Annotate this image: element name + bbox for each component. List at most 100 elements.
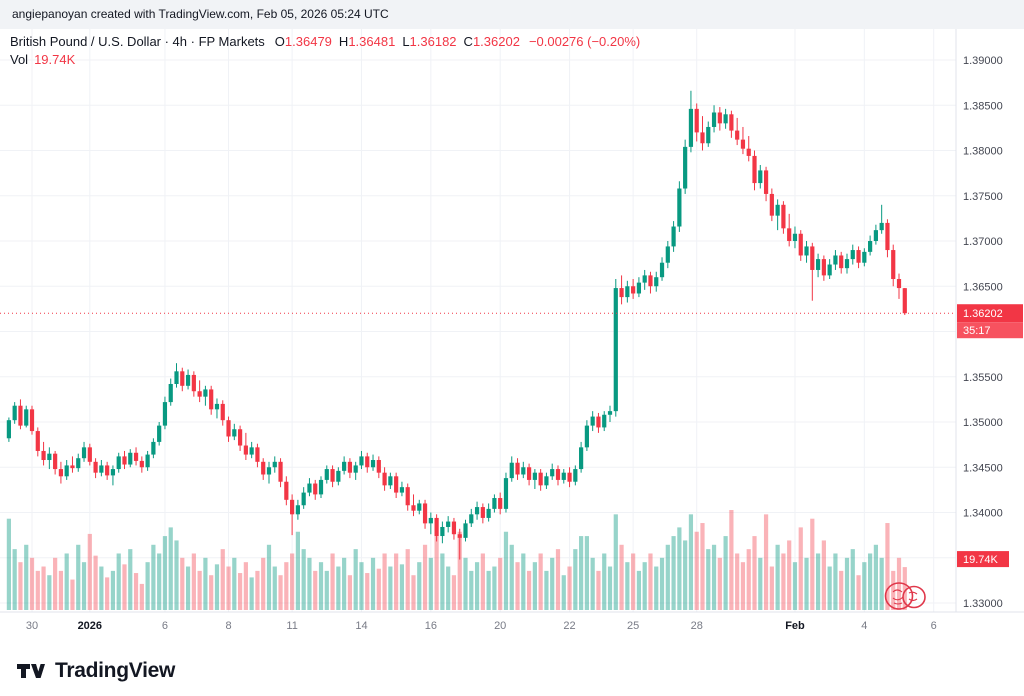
volume-bar — [290, 553, 295, 610]
candle-body — [301, 492, 306, 506]
time-axis-label[interactable]: 25 — [627, 620, 639, 632]
time-axis-label[interactable]: 8 — [225, 620, 231, 632]
candle-body — [515, 462, 520, 475]
candle-body — [6, 420, 11, 439]
candle-body — [538, 472, 543, 486]
time-axis-label[interactable]: 20 — [494, 620, 506, 632]
price-axis-label[interactable]: 1.35000 — [963, 417, 1003, 429]
price-axis-label[interactable]: 1.34500 — [963, 462, 1003, 474]
candle-body — [613, 288, 618, 412]
tradingview-wordmark[interactable]: TradingView — [55, 658, 176, 682]
candle-body — [891, 250, 896, 280]
volume-bar — [272, 566, 277, 610]
volume-bar — [365, 573, 370, 610]
candle-body — [284, 481, 289, 500]
candle-body — [486, 508, 491, 518]
time-axis-label[interactable]: 16 — [425, 620, 437, 632]
time-axis-label[interactable]: 2026 — [78, 620, 102, 632]
volume-bar — [295, 531, 300, 610]
volume-bar — [735, 553, 740, 610]
volume-bar — [359, 562, 364, 610]
volume-bar — [561, 575, 566, 610]
price-axis-label[interactable]: 1.37000 — [963, 236, 1003, 248]
candle-body — [902, 288, 907, 314]
candle-body — [220, 403, 225, 421]
volume-bar — [399, 564, 405, 610]
candle-body — [70, 465, 75, 469]
volume-bar — [648, 553, 653, 610]
candle-body — [151, 441, 156, 455]
tradingview-logo-icon[interactable] — [16, 658, 46, 684]
price-axis-label[interactable]: 1.38000 — [963, 146, 1003, 158]
volume-bar — [503, 531, 509, 610]
time-axis-label[interactable]: 28 — [691, 620, 703, 632]
candle-body — [474, 507, 480, 515]
candle-body — [399, 487, 405, 493]
volume-bar — [839, 570, 844, 610]
volume-bar — [428, 557, 433, 610]
time-axis-label[interactable]: 11 — [286, 620, 297, 632]
price-axis-label[interactable]: 1.38500 — [963, 100, 1003, 112]
volume-bar — [174, 540, 179, 610]
candle-body — [596, 416, 601, 428]
time-axis-label[interactable]: 6 — [931, 620, 937, 632]
time-axis-label[interactable]: 22 — [563, 620, 575, 632]
volume-bar — [53, 557, 58, 610]
candle-body — [775, 204, 780, 216]
price-axis-label[interactable]: 1.34000 — [963, 508, 1003, 520]
volume-bar — [550, 557, 555, 610]
svg-text:19.74K: 19.74K — [963, 554, 999, 566]
volume-bar — [41, 566, 46, 610]
volume-bar — [197, 570, 202, 610]
candle-body — [139, 460, 144, 468]
volume-bar — [769, 566, 774, 610]
candle-body — [295, 505, 300, 515]
candle-body — [145, 454, 150, 468]
time-axis-label[interactable]: 6 — [162, 620, 168, 632]
volume-bar — [555, 549, 561, 610]
price-chart-canvas[interactable]: 30 2026 6 8 11 14 16 20 22 25 28 Feb 4 6 1.39000 1.3850… — [0, 29, 1024, 645]
candle-body — [168, 383, 173, 403]
countdown-badge — [957, 322, 1023, 339]
candle-body — [203, 389, 208, 397]
candle-body — [625, 286, 630, 298]
candle-body — [665, 246, 670, 263]
price-axis-label[interactable]: 1.33000 — [963, 598, 1003, 610]
candle-body — [850, 250, 855, 260]
volume-bar — [255, 570, 260, 610]
volume-bar — [151, 544, 156, 610]
ohlc-open-label: O — [274, 34, 285, 49]
time-axis-label[interactable]: 14 — [355, 620, 367, 632]
axes-layer[interactable]: 30 2026 6 8 11 14 16 20 22 25 28 Feb 4 6 1.39000 1.3850… — [0, 29, 1024, 632]
volume-bar — [492, 566, 497, 610]
volume-bar — [694, 531, 699, 610]
price-axis-label[interactable]: 1.39000 — [963, 55, 1003, 67]
volume-layer — [6, 510, 907, 610]
candle-body — [87, 447, 92, 462]
candle-body — [480, 507, 485, 518]
volume-bar — [700, 523, 705, 610]
symbol-title[interactable]: British Pound / U.S. Dollar · 4h · FP Ma… — [10, 34, 265, 49]
time-axis-label[interactable]: 30 — [26, 620, 38, 632]
legend-row-volume: Vol 19.74K — [10, 52, 640, 67]
volume-bar — [544, 570, 549, 610]
volume-bar — [81, 562, 87, 610]
price-axis-label[interactable]: 1.36500 — [963, 281, 1003, 293]
volume-bar — [70, 579, 75, 610]
candle-body — [232, 429, 237, 437]
candle-body — [700, 132, 705, 144]
volume-bar — [110, 570, 116, 610]
footer-bar: TradingView — [0, 645, 1024, 696]
volume-bar — [382, 553, 387, 610]
time-axis-label[interactable]: Feb — [785, 620, 805, 632]
candle-body — [683, 146, 688, 189]
price-axis-label[interactable]: 1.37500 — [963, 191, 1003, 203]
volume-bar — [486, 570, 491, 610]
time-axis-label[interactable]: 4 — [861, 620, 867, 632]
volume-label: Vol — [10, 52, 29, 67]
price-axis-label[interactable]: 1.35500 — [963, 372, 1003, 384]
candle-body — [810, 246, 815, 270]
candle-body — [781, 204, 786, 229]
volume-bar — [688, 514, 694, 610]
